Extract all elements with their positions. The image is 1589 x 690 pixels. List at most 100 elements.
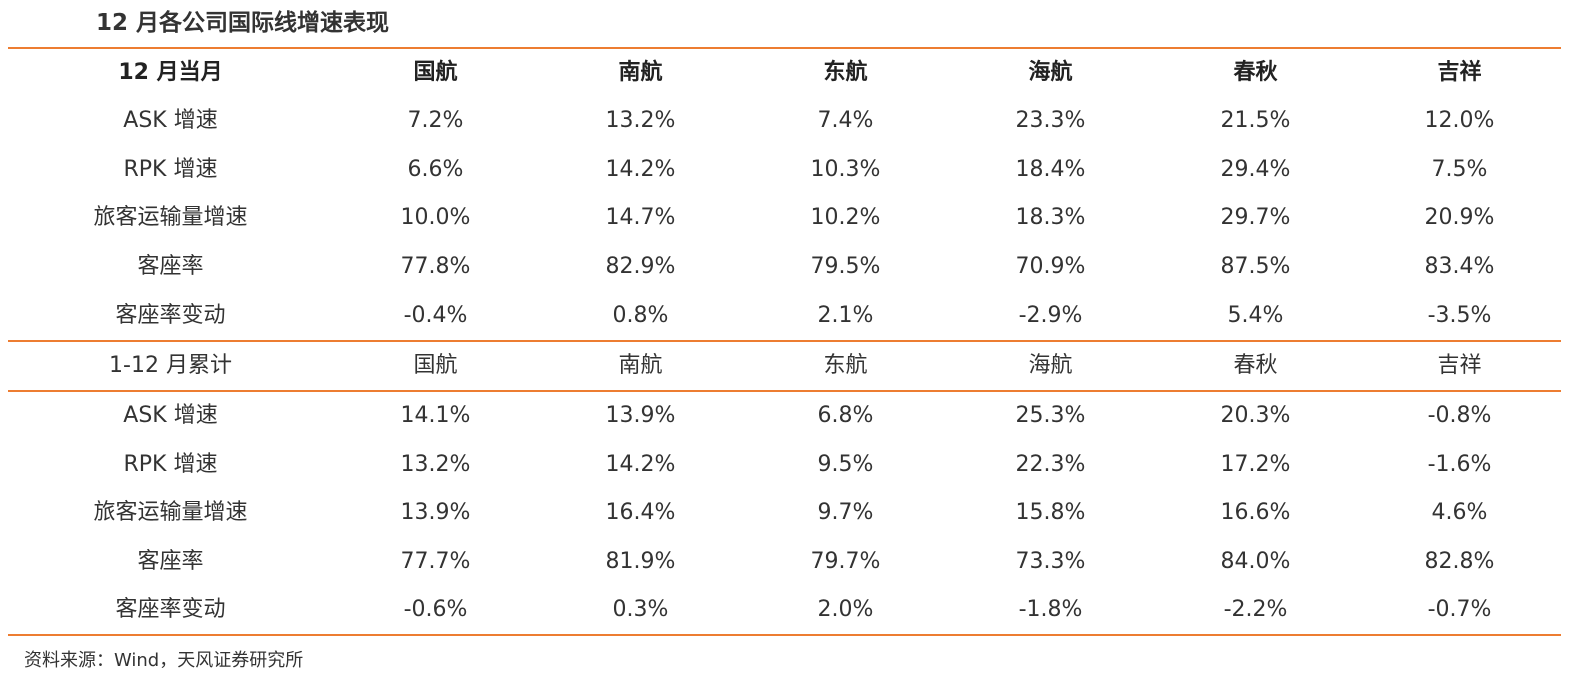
table-cell: -1.6% bbox=[1427, 452, 1492, 477]
table-cell: 9.7% bbox=[817, 500, 874, 525]
row-label: ASK 增速 bbox=[123, 108, 218, 133]
row-label: 客座率 bbox=[137, 549, 204, 574]
section-divider bbox=[8, 340, 1561, 342]
table-cell: 12.0% bbox=[1424, 108, 1495, 133]
table-title: 12 月各公司国际线增速表现 bbox=[96, 10, 390, 36]
table-cell: 29.4% bbox=[1220, 157, 1291, 182]
header-cell-airline: 春秋 bbox=[1233, 60, 1278, 85]
section1-header-row: 12 月当月 国航 南航 东航 海航 春秋 吉祥 bbox=[8, 49, 1561, 97]
table-cell: 23.3% bbox=[1015, 108, 1086, 133]
table-row: ASK 增速 14.1% 13.9% 6.8% 25.3% 20.3% -0.8… bbox=[8, 392, 1561, 440]
section2-header-row: 1-12 月累计 国航 南航 东航 海航 春秋 吉祥 bbox=[8, 342, 1561, 390]
table-row: 客座率变动 -0.4% 0.8% 2.1% -2.9% 5.4% -3.5% bbox=[8, 292, 1561, 340]
table-cell: 0.3% bbox=[612, 597, 669, 622]
row-label: 客座率变动 bbox=[115, 303, 226, 328]
table-cell: 7.4% bbox=[817, 108, 874, 133]
table-cell: 20.9% bbox=[1424, 205, 1495, 230]
row-label: 客座率 bbox=[137, 254, 204, 279]
table-row: ASK 增速 7.2% 13.2% 7.4% 23.3% 21.5% 12.0% bbox=[8, 97, 1561, 145]
table-cell: 87.5% bbox=[1220, 254, 1291, 279]
table-cell: 0.8% bbox=[612, 303, 669, 328]
table-row: RPK 增速 13.2% 14.2% 9.5% 22.3% 17.2% -1.6… bbox=[8, 441, 1561, 489]
table-cell: 16.4% bbox=[605, 500, 676, 525]
table-cell: 2.0% bbox=[817, 597, 874, 622]
table-cell: 25.3% bbox=[1015, 403, 1086, 428]
table-cell: -3.5% bbox=[1427, 303, 1492, 328]
table-cell: 5.4% bbox=[1227, 303, 1284, 328]
row-label: RPK 增速 bbox=[123, 157, 218, 182]
row-label: 旅客运输量增速 bbox=[93, 500, 248, 525]
table-cell: -0.8% bbox=[1427, 403, 1492, 428]
table-cell: 82.9% bbox=[605, 254, 676, 279]
header-cell-airline: 吉祥 bbox=[1437, 60, 1482, 85]
table-cell: 21.5% bbox=[1220, 108, 1291, 133]
table-cell: 7.2% bbox=[407, 108, 464, 133]
table-cell: 10.3% bbox=[810, 157, 881, 182]
table-cell: -0.6% bbox=[403, 597, 468, 622]
table-cell: 29.7% bbox=[1220, 205, 1291, 230]
header-cell-period: 1-12 月累计 bbox=[109, 353, 232, 378]
header-cell-airline: 南航 bbox=[618, 60, 663, 85]
table-cell: 14.2% bbox=[605, 452, 676, 477]
header-cell-airline: 国航 bbox=[413, 60, 458, 85]
table-cell: 79.5% bbox=[810, 254, 881, 279]
table-cell: 13.2% bbox=[400, 452, 471, 477]
table-cell: 13.2% bbox=[605, 108, 676, 133]
table-cell: 4.6% bbox=[1431, 500, 1488, 525]
table-cell: 7.5% bbox=[1431, 157, 1488, 182]
header-cell-airline: 东航 bbox=[823, 353, 868, 378]
table-cell: 83.4% bbox=[1424, 254, 1495, 279]
table-cell: 10.2% bbox=[810, 205, 881, 230]
header-cell-airline: 东航 bbox=[823, 60, 868, 85]
table-row: 客座率 77.8% 82.9% 79.5% 70.9% 87.5% 83.4% bbox=[8, 243, 1561, 291]
bottom-rule bbox=[8, 634, 1561, 636]
table-cell: 82.8% bbox=[1424, 549, 1495, 574]
header-cell-period: 12 月当月 bbox=[118, 60, 223, 85]
table-cell: 2.1% bbox=[817, 303, 874, 328]
table-cell: 18.4% bbox=[1015, 157, 1086, 182]
table-cell: 81.9% bbox=[605, 549, 676, 574]
table-cell: 77.7% bbox=[400, 549, 471, 574]
table-cell: 17.2% bbox=[1220, 452, 1291, 477]
row-label: RPK 增速 bbox=[123, 452, 218, 477]
header-cell-airline: 吉祥 bbox=[1437, 353, 1482, 378]
table-cell: 14.1% bbox=[400, 403, 471, 428]
table-cell: 10.0% bbox=[400, 205, 471, 230]
table-cell: 15.8% bbox=[1015, 500, 1086, 525]
table-cell: 70.9% bbox=[1015, 254, 1086, 279]
header-cell-airline: 海航 bbox=[1028, 60, 1073, 85]
table-cell: 84.0% bbox=[1220, 549, 1291, 574]
header-cell-airline: 春秋 bbox=[1233, 353, 1278, 378]
source-note: 资料来源：Wind，天风证券研究所 bbox=[24, 650, 304, 671]
table-cell: 13.9% bbox=[605, 403, 676, 428]
table-cell: 22.3% bbox=[1015, 452, 1086, 477]
table-row: 客座率 77.7% 81.9% 79.7% 73.3% 84.0% 82.8% bbox=[8, 538, 1561, 586]
table-cell: 6.6% bbox=[407, 157, 464, 182]
table-row: 旅客运输量增速 13.9% 16.4% 9.7% 15.8% 16.6% 4.6… bbox=[8, 489, 1561, 537]
table-cell: 6.8% bbox=[817, 403, 874, 428]
header-divider bbox=[8, 390, 1561, 392]
table-row: 旅客运输量增速 10.0% 14.7% 10.2% 18.3% 29.7% 20… bbox=[8, 194, 1561, 242]
row-label: 客座率变动 bbox=[115, 597, 226, 622]
table-cell: 9.5% bbox=[817, 452, 874, 477]
table-cell: 13.9% bbox=[400, 500, 471, 525]
row-label: 旅客运输量增速 bbox=[93, 205, 248, 230]
table-row: RPK 增速 6.6% 14.2% 10.3% 18.4% 29.4% 7.5% bbox=[8, 146, 1561, 194]
header-cell-airline: 南航 bbox=[618, 353, 663, 378]
row-label: ASK 增速 bbox=[123, 403, 218, 428]
table-cell: 20.3% bbox=[1220, 403, 1291, 428]
top-rule bbox=[8, 47, 1561, 49]
table-cell: -1.8% bbox=[1018, 597, 1083, 622]
table-cell: -2.9% bbox=[1018, 303, 1083, 328]
table-cell: -0.4% bbox=[403, 303, 468, 328]
table-cell: 18.3% bbox=[1015, 205, 1086, 230]
table-cell: -0.7% bbox=[1427, 597, 1492, 622]
header-cell-airline: 海航 bbox=[1028, 353, 1073, 378]
header-cell-airline: 国航 bbox=[413, 353, 458, 378]
table-row: 客座率变动 -0.6% 0.3% 2.0% -1.8% -2.2% -0.7% bbox=[8, 586, 1561, 634]
table-cell: 79.7% bbox=[810, 549, 881, 574]
table-cell: 14.2% bbox=[605, 157, 676, 182]
table-cell: 73.3% bbox=[1015, 549, 1086, 574]
table-cell: -2.2% bbox=[1223, 597, 1288, 622]
table-cell: 14.7% bbox=[605, 205, 676, 230]
